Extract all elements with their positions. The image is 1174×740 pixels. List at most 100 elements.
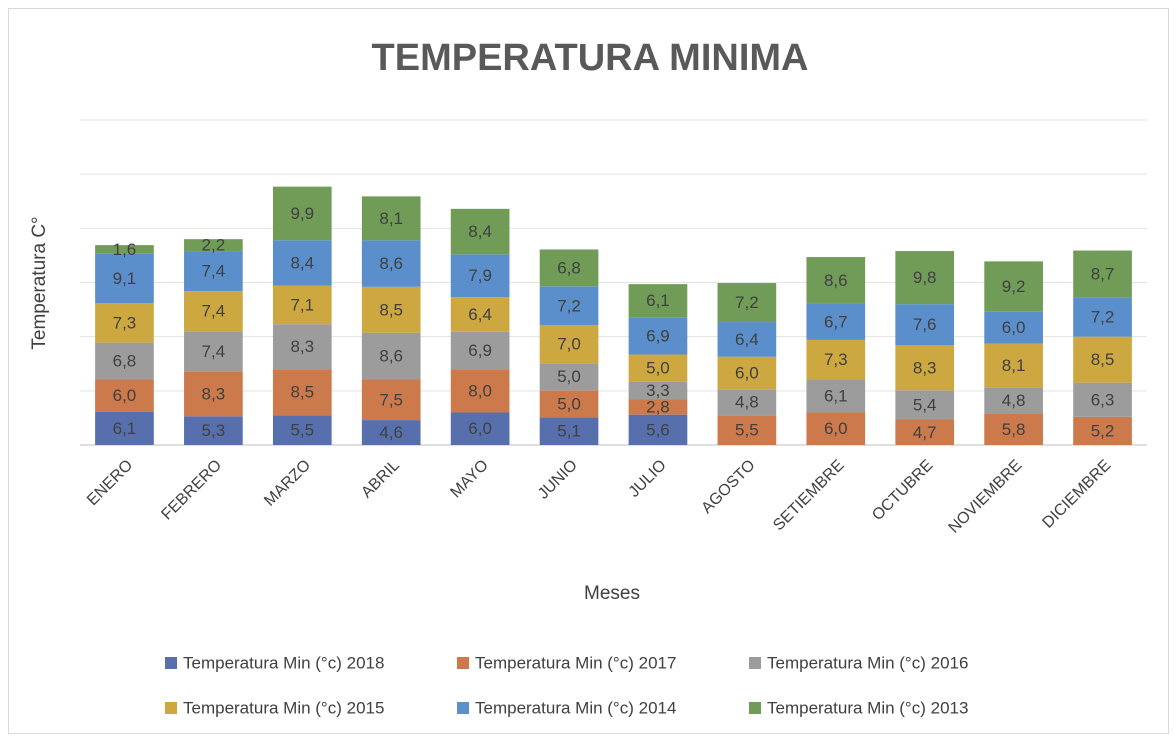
bar-segment [450,331,510,370]
data-label: 6,3 [1091,390,1115,409]
bar-segment [272,369,332,416]
bar-segment [1073,250,1132,298]
bar-segment [95,379,154,412]
data-label: 8,5 [379,300,403,319]
data-label: 5,8 [1002,420,1026,439]
data-label: 8,6 [379,347,403,366]
bar-segment [984,311,1043,344]
bar-segment [95,411,154,445]
bar-segment [895,251,955,305]
data-label: 7,5 [379,390,403,409]
bar-segment [361,196,421,241]
chart-title: TEMPERATURA MINIMA [372,37,809,79]
data-label: 7,4 [202,302,226,321]
legend-label: Temperatura Min (°c) 2018 [183,653,384,672]
bar-segment [717,389,777,416]
data-label: 7,2 [557,296,581,315]
x-axis-title: Meses [584,583,640,604]
legend-swatch [457,657,469,669]
data-label: 5,0 [557,367,581,386]
bar-segment [272,415,332,445]
data-label: 9,2 [1002,277,1026,296]
bar-segment [895,345,955,391]
data-label: 4,7 [913,423,937,442]
bar-segment [361,420,421,445]
legend-swatch [165,657,177,669]
bar-segment [184,371,243,417]
data-label: 8,4 [468,222,492,241]
bar-segment [450,254,510,298]
bar-segment [95,245,154,254]
bar-segment [1073,382,1132,417]
bar-segment [184,291,243,332]
legend-label: Temperatura Min (°c) 2013 [767,698,968,717]
bar-segment [628,354,688,382]
data-label: 5,5 [735,421,759,440]
data-label: 1,6 [113,240,137,259]
bar-segment [539,390,599,418]
data-label: 8,3 [202,384,226,403]
data-label: 8,0 [468,381,492,400]
data-label: 7,3 [824,350,848,369]
bar-segment [895,419,955,445]
data-label: 2,2 [202,236,226,255]
y-axis-title: Temperatura C° [29,216,50,349]
data-label: 5,5 [290,421,314,440]
data-label: 6,8 [557,258,581,277]
bar-segment [361,379,421,421]
data-label: 9,8 [913,268,937,287]
legend-swatch [165,702,177,714]
data-label: 8,6 [824,271,848,290]
data-label: 6,9 [646,326,670,345]
data-label: 9,9 [290,204,314,223]
data-label: 2,8 [646,398,670,417]
bar-segment [539,286,599,326]
legend-swatch [457,702,469,714]
data-label: 8,4 [290,253,314,272]
data-label: 7,1 [290,295,314,314]
bar-segment [628,381,688,400]
data-label: 7,4 [202,342,226,361]
bar-segment [984,343,1043,388]
bar-segment [1073,297,1132,337]
data-label: 6,1 [113,419,137,438]
data-label: 7,0 [557,335,581,354]
data-label: 6,8 [113,352,137,371]
bar-segment [628,317,688,355]
data-label: 5,4 [913,395,937,414]
bar-segment [361,332,421,380]
data-label: 8,6 [379,254,403,273]
data-label: 6,7 [824,312,848,331]
bar-segment [1073,416,1132,445]
bar-segment [1073,336,1132,383]
data-label: 5,0 [557,394,581,413]
data-label: 8,3 [290,337,314,356]
bar-segment [717,322,777,357]
bar-segment [361,240,421,287]
data-label: 7,2 [735,293,759,312]
bar-segment [806,303,866,340]
bar-segment [806,339,866,380]
legend-label: Temperatura Min (°c) 2014 [475,698,676,717]
data-label: 6,9 [468,341,492,360]
data-label: 6,1 [824,386,848,405]
data-label: 8,1 [379,209,403,228]
bar-segment [717,415,777,445]
bar-segment [95,342,154,380]
bar-segment [628,414,688,445]
bar-segment [272,324,332,370]
bar-segment [717,283,777,323]
bar-segment [628,399,688,415]
bar-segment [539,325,599,364]
bar-segment [539,417,599,445]
data-label: 7,6 [913,315,937,334]
data-label: 6,1 [646,291,670,310]
data-label: 6,0 [735,363,759,382]
data-label: 5,3 [202,421,226,440]
bar-segment [539,363,599,391]
bar-segment [450,297,510,332]
data-label: 7,3 [113,313,137,332]
data-label: 4,8 [735,393,759,412]
data-label: 6,0 [113,386,137,405]
